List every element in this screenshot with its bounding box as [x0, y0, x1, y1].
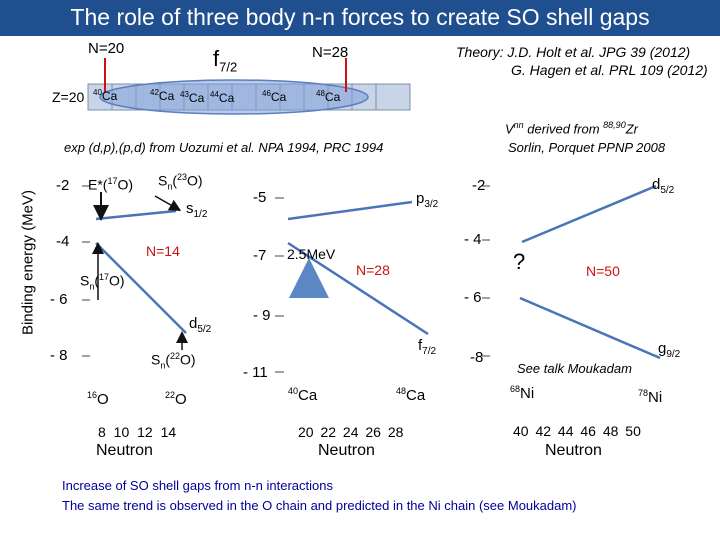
panel2-ytick-m11: - 11 [243, 364, 268, 381]
panel2-n28-label: N=28 [356, 262, 390, 278]
panel1-xlabel: Neutron [96, 442, 153, 459]
gap-label: 2.5MeV [287, 246, 336, 262]
vnn-reference: Vnn derived from 88,90Zr [505, 120, 638, 137]
slide-title-bar: The role of three body n-n forces to cre… [0, 0, 720, 36]
n50-label: N=50 [586, 263, 620, 279]
ni78-label: 78Ni [638, 388, 663, 406]
isotope-ca43: 43Ca [180, 90, 205, 105]
s12-label: s1/2 [186, 200, 208, 220]
o16-label: 16O [87, 390, 109, 408]
panel2-f72-label: f7/2 [418, 337, 437, 357]
isotope-ca46: 46Ca [262, 89, 287, 104]
isotope-ca44: 44Ca [210, 90, 235, 105]
panel1-ytick-m8: - 8 [50, 347, 68, 364]
panel3-ytick-m4: - 4 [464, 231, 482, 248]
see-talk-label: See talk Moukadam [517, 361, 632, 376]
theory-ref-1: Theory: J.D. Holt et al. JPG 39 (2012) [456, 44, 691, 60]
footer-line-2: The same trend is observed in the O chai… [62, 498, 577, 513]
panel1-axis [82, 185, 90, 357]
footer-line-1: Increase of SO shell gaps from n-n inter… [62, 478, 333, 493]
z20-label: Z=20 [52, 89, 85, 105]
ca48-label: 48Ca [396, 386, 426, 404]
estar-label: E*(17O) [88, 176, 134, 193]
panel3-ytick-m6: - 6 [464, 289, 482, 306]
panel3-ytick-m2: -2 [472, 177, 486, 194]
sn23-label: Sn(23O) [158, 172, 203, 192]
y-axis-label: Binding energy (MeV) [19, 189, 37, 336]
panel3-g92-line [519, 296, 661, 360]
isotope-ca40: 40Ca [93, 88, 118, 103]
panel1-ytick-m6: - 6 [50, 291, 68, 308]
panel3-d52-line [521, 184, 657, 244]
panel1-sn23-arrow [154, 195, 182, 211]
theory-ref-2: G. Hagen et al. PRL 109 (2012) [511, 62, 708, 78]
p32-label: p3/2 [416, 190, 439, 210]
panel1-d52-label: d5/2 [189, 315, 212, 335]
panel1-s12-line [95, 209, 177, 221]
panel1-ytick-m4: -4 [56, 233, 70, 250]
sn22-label: Sn(22O) [151, 351, 196, 371]
f72-header-label: f7/2 [213, 46, 238, 75]
isotope-strip [87, 79, 411, 115]
sn17-label: Sn(17O) [80, 272, 125, 292]
n28-label: N=28 [312, 44, 349, 61]
panel3-xticks: 40 42 44 46 48 50 [513, 423, 641, 439]
panel3-xlabel: Neutron [545, 442, 602, 459]
isotope-ca48: 48Ca [316, 89, 341, 104]
ni68-label: 68Ni [510, 384, 535, 402]
ca40-label: 40Ca [288, 386, 318, 404]
vnn-reference-2: Sorlin, Porquet PPNP 2008 [508, 140, 666, 155]
panel2-xticks: 20 22 24 26 28 [298, 424, 404, 440]
panel2-axis [275, 197, 284, 373]
panel3-ytick-m8: -8 [470, 349, 484, 366]
question-mark: ? [513, 249, 526, 274]
g92-label: g9/2 [658, 340, 681, 360]
panel2-ytick-m7: -7 [253, 247, 267, 264]
o22-label: 22O [165, 390, 187, 408]
panel1-xticks: 8 10 12 14 [98, 424, 177, 440]
isotope-ca42: 42Ca [150, 88, 175, 103]
n14-label: N=14 [146, 243, 180, 259]
panel3-d52-label: d5/2 [652, 176, 675, 196]
panel2-p32-line [287, 200, 413, 221]
panel2-ytick-m9: - 9 [253, 307, 271, 324]
n20-label: N=20 [88, 40, 125, 57]
panel2-ytick-m5: -5 [253, 189, 267, 206]
panel2-xlabel: Neutron [318, 442, 375, 459]
panel1-d52-line [95, 242, 187, 334]
panel3-axis [482, 185, 490, 357]
exp-reference: exp (d,p),(p,d) from Uozumi et al. NPA 1… [64, 140, 384, 155]
slide-title: The role of three body n-n forces to cre… [70, 4, 650, 30]
panel1-ytick-m2: -2 [56, 177, 70, 194]
